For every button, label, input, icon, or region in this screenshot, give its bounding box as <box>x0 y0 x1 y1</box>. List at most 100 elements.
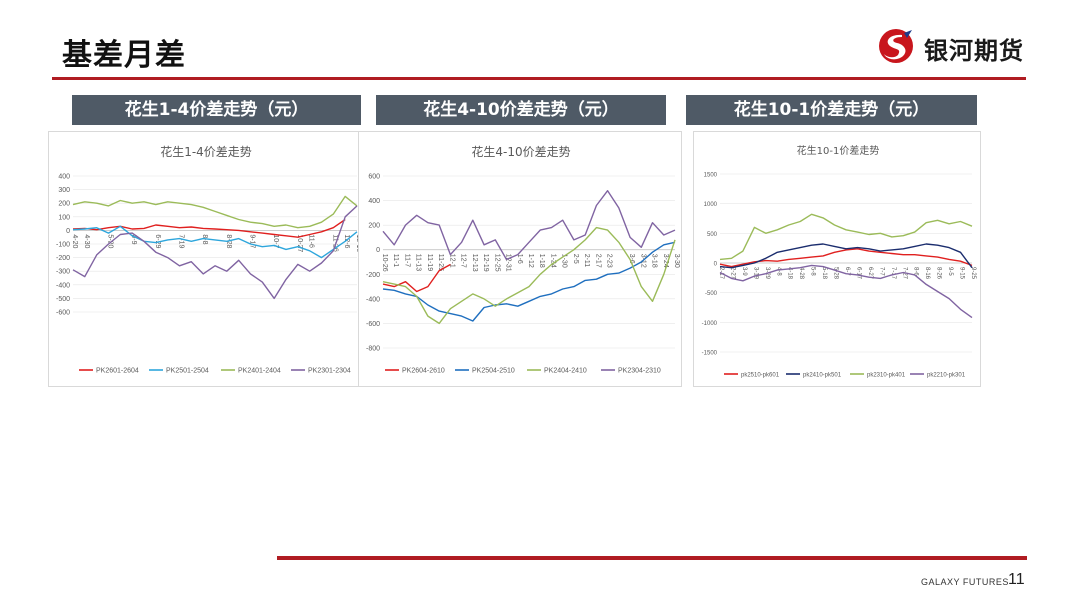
y-tick-label: -1500 <box>702 351 718 357</box>
x-tick-label: 12-7 <box>460 254 467 268</box>
y-tick-label: 0 <box>66 228 70 235</box>
x-tick-label: 11-1 <box>392 254 399 268</box>
y-tick-label: -200 <box>366 272 380 279</box>
chart-peanut-1-4-spread: 花生1-4价差走势 400 300 200 100 0 -100 -200 -300 -400 -5… <box>48 131 362 387</box>
x-tick-label: 10-26 <box>381 254 388 272</box>
y-tick-label: -600 <box>366 321 380 328</box>
slide-title: 基差月差 <box>62 38 186 73</box>
legend-label: pk2210-pk301 <box>927 373 966 379</box>
y-tick-label: 500 <box>707 232 718 238</box>
chart-title: 花生1-4价差走势 <box>160 144 252 159</box>
series-line <box>382 241 676 322</box>
series-line <box>72 225 358 259</box>
x-tick-label: 10-7 <box>272 234 279 248</box>
panel-header-10-1: 花生10-1价差走势（元） <box>686 95 977 125</box>
x-tick-label: 12-6 <box>343 234 350 248</box>
bottom-divider <box>277 556 1027 560</box>
x-tick-label: 2-17 <box>594 254 601 268</box>
x-tick-label: 5-8 <box>810 267 816 276</box>
legend-label: PK2501-2504 <box>166 368 209 375</box>
x-tick-label: 1-6 <box>516 254 523 264</box>
series-line <box>72 218 346 238</box>
x-tick-label: 1-24 <box>549 254 556 268</box>
chart-svg: 花生4-10价差走势 600 400 200 0 -200 -400 -600 -800 10-2… <box>366 144 680 375</box>
x-tick-label: 6-7 <box>844 267 850 276</box>
x-tick-label: 4-30 <box>83 234 90 248</box>
x-tick-label: 2-5 <box>572 254 579 264</box>
legend-label: PK2604-2610 <box>402 368 445 375</box>
x-tick-label: 8-6 <box>913 267 919 276</box>
x-tick-label: 4-20 <box>71 234 78 248</box>
chart-title: 花生4-10价差走势 <box>471 144 570 159</box>
x-tick-label: 6-17 <box>855 267 861 280</box>
x-tick-label: 6-9 <box>130 234 137 244</box>
x-tick-label: 5-20 <box>107 234 114 248</box>
x-tick-label: 9-15 <box>959 267 965 280</box>
galaxy-futures-logo-icon <box>879 29 913 63</box>
x-tick-label: 3-9 <box>741 267 747 276</box>
legend-label: PK2301-2304 <box>308 368 351 375</box>
series-line <box>719 264 973 319</box>
x-tick-label: 11-26 <box>331 234 338 251</box>
legend-label: PK2304-2310 <box>618 368 661 375</box>
legend-label: PK2504-2510 <box>472 368 515 375</box>
x-tick-label: 6-29 <box>154 234 161 248</box>
x-tick-label: 12-1 <box>448 254 455 268</box>
y-tick-label: -1000 <box>702 321 718 327</box>
y-tick-label: 200 <box>368 223 380 230</box>
y-tick-label: 1500 <box>704 173 718 179</box>
x-tick-label: 12-25 <box>493 254 500 272</box>
x-tick-label: 4-8 <box>775 267 781 276</box>
x-tick-label: 1-30 <box>561 254 568 268</box>
panel-header-4-10: 花生4-10价差走势（元） <box>376 95 666 125</box>
y-tick-label: -400 <box>366 296 380 303</box>
x-tick-label: 2-23 <box>606 254 613 268</box>
series-line <box>382 263 451 293</box>
x-tick-label: 9-25 <box>970 267 976 280</box>
x-tick-label: 2-11 <box>583 254 590 268</box>
series-line <box>72 205 358 300</box>
x-tick-label: 3-24 <box>662 254 669 268</box>
series-line <box>719 243 973 269</box>
y-tick-label: 200 <box>58 201 70 208</box>
y-tick-label: 400 <box>368 198 380 205</box>
x-tick-label: 3-18 <box>651 254 658 268</box>
x-tick-label: 1-12 <box>527 254 534 268</box>
legend-label: pk2310-pk401 <box>867 373 906 379</box>
x-tick-label: 10-27 <box>296 234 303 252</box>
y-tick-label: -400 <box>56 282 70 289</box>
x-tick-label: 5-18 <box>821 267 827 280</box>
x-tick-label: 7-7 <box>878 267 884 276</box>
x-tick-label: 9-5 <box>947 267 953 276</box>
x-tick-label: 12-13 <box>471 254 478 272</box>
y-tick-label: -200 <box>56 255 70 262</box>
legend-label: PK2404-2410 <box>544 368 587 375</box>
chart-svg: 花生10-1价差走势150010005000-500-1000-15002-17… <box>702 144 976 379</box>
x-tick-label: 12-31 <box>505 254 512 272</box>
x-tick-label: 2-27 <box>729 267 735 280</box>
x-tick-label: 8-26 <box>936 267 942 280</box>
chart-title: 花生10-1价差走势 <box>797 144 880 157</box>
logo-text: 银河期货 <box>924 37 1024 65</box>
legend-label: pk2410-pk501 <box>803 373 842 379</box>
x-tick-label: 8-16 <box>924 267 930 280</box>
y-tick-label: 400 <box>58 174 70 181</box>
series-line <box>382 226 676 325</box>
chart-peanut-4-10-spread: 花生4-10价差走势 600 400 200 0 -200 -400 -600 -800 10-2… <box>358 131 682 387</box>
x-tick-label: 1-18 <box>538 254 545 268</box>
x-tick-label: 6-27 <box>867 267 873 280</box>
x-tick-label: 11-25 <box>437 254 444 271</box>
y-tick-label: -500 <box>705 291 718 297</box>
legend-label: pk2510-pk601 <box>741 373 780 379</box>
y-tick-label: 100 <box>58 214 70 221</box>
y-tick-label: -300 <box>56 269 70 276</box>
y-tick-label: 0 <box>376 247 380 254</box>
x-tick-label: 12-19 <box>482 254 489 272</box>
y-tick-label: 0 <box>714 262 718 268</box>
series-line <box>72 195 358 229</box>
page-number: 11 <box>1008 571 1025 588</box>
legend-label: PK2601-2604 <box>96 368 139 375</box>
chart-peanut-10-1-spread: 花生10-1价差走势 1500 1000 500 0 -500 -1000 -1500 2-17… <box>693 131 981 387</box>
chart-svg: 花生1-4价差走势 400 300 200 100 0 -100 -200 -300 -400 -5… <box>56 144 362 375</box>
x-tick-label: 4-18 <box>787 267 793 280</box>
